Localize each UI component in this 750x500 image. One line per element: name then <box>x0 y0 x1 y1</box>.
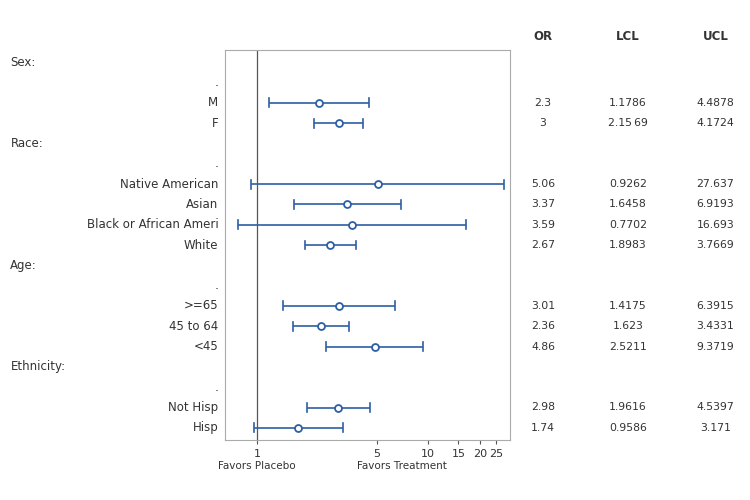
Text: 3: 3 <box>540 118 547 128</box>
Text: 3.37: 3.37 <box>531 200 555 209</box>
Text: 4.86: 4.86 <box>531 342 555 351</box>
Text: 16.693: 16.693 <box>697 220 734 230</box>
Text: Not Hisp: Not Hisp <box>168 401 218 414</box>
Text: Native American: Native American <box>120 178 218 190</box>
Text: .: . <box>214 158 218 170</box>
Text: 3.4331: 3.4331 <box>697 322 734 331</box>
Text: >=65: >=65 <box>184 300 218 312</box>
Text: 0.9586: 0.9586 <box>609 423 647 433</box>
Text: 9.3719: 9.3719 <box>697 342 734 351</box>
Text: .: . <box>214 76 218 89</box>
Text: White: White <box>184 238 218 252</box>
Text: 6.3915: 6.3915 <box>697 301 734 311</box>
Text: Black or African Ameri: Black or African Ameri <box>86 218 218 231</box>
Text: 1.4175: 1.4175 <box>609 301 647 311</box>
Text: 2.3: 2.3 <box>535 98 552 108</box>
Text: 1.6458: 1.6458 <box>609 200 647 209</box>
Text: 2.5211: 2.5211 <box>609 342 647 351</box>
Text: Age:: Age: <box>10 259 38 272</box>
Text: 4.4878: 4.4878 <box>697 98 734 108</box>
Text: 1.9616: 1.9616 <box>609 402 647 412</box>
Text: 0.9262: 0.9262 <box>609 179 647 189</box>
Text: 1.623: 1.623 <box>613 322 644 331</box>
Text: Asian: Asian <box>186 198 218 211</box>
Text: UCL: UCL <box>703 30 728 43</box>
Text: 3.01: 3.01 <box>531 301 555 311</box>
Text: F: F <box>211 116 218 130</box>
Text: 1.1786: 1.1786 <box>609 98 647 108</box>
Text: 3.59: 3.59 <box>531 220 555 230</box>
Text: 27.637: 27.637 <box>697 179 734 189</box>
Text: 4.5397: 4.5397 <box>697 402 734 412</box>
Text: .: . <box>214 279 218 292</box>
Text: Race:: Race: <box>10 137 44 150</box>
Text: 5.06: 5.06 <box>531 179 555 189</box>
Text: 45 to 64: 45 to 64 <box>169 320 218 333</box>
Text: Favors Treatment: Favors Treatment <box>357 462 447 471</box>
Text: 1.74: 1.74 <box>531 423 555 433</box>
Text: 1.8983: 1.8983 <box>609 240 647 250</box>
Text: 3.171: 3.171 <box>700 423 731 433</box>
Text: Hisp: Hisp <box>193 422 218 434</box>
Text: M: M <box>209 96 218 110</box>
Text: 0.7702: 0.7702 <box>609 220 647 230</box>
Text: 6.9193: 6.9193 <box>697 200 734 209</box>
Text: Ethnicity:: Ethnicity: <box>10 360 65 374</box>
Text: Sex:: Sex: <box>10 56 36 68</box>
Text: 2.67: 2.67 <box>531 240 555 250</box>
Text: Favors Placebo: Favors Placebo <box>218 462 296 471</box>
Text: <45: <45 <box>194 340 218 353</box>
Text: 2.98: 2.98 <box>531 402 555 412</box>
Text: OR: OR <box>533 30 553 43</box>
Text: LCL: LCL <box>616 30 640 43</box>
Text: 3.7669: 3.7669 <box>697 240 734 250</box>
Text: 2.36: 2.36 <box>531 322 555 331</box>
Text: 2.15 69: 2.15 69 <box>608 118 648 128</box>
Text: .: . <box>214 380 218 394</box>
Text: 4.1724: 4.1724 <box>697 118 734 128</box>
